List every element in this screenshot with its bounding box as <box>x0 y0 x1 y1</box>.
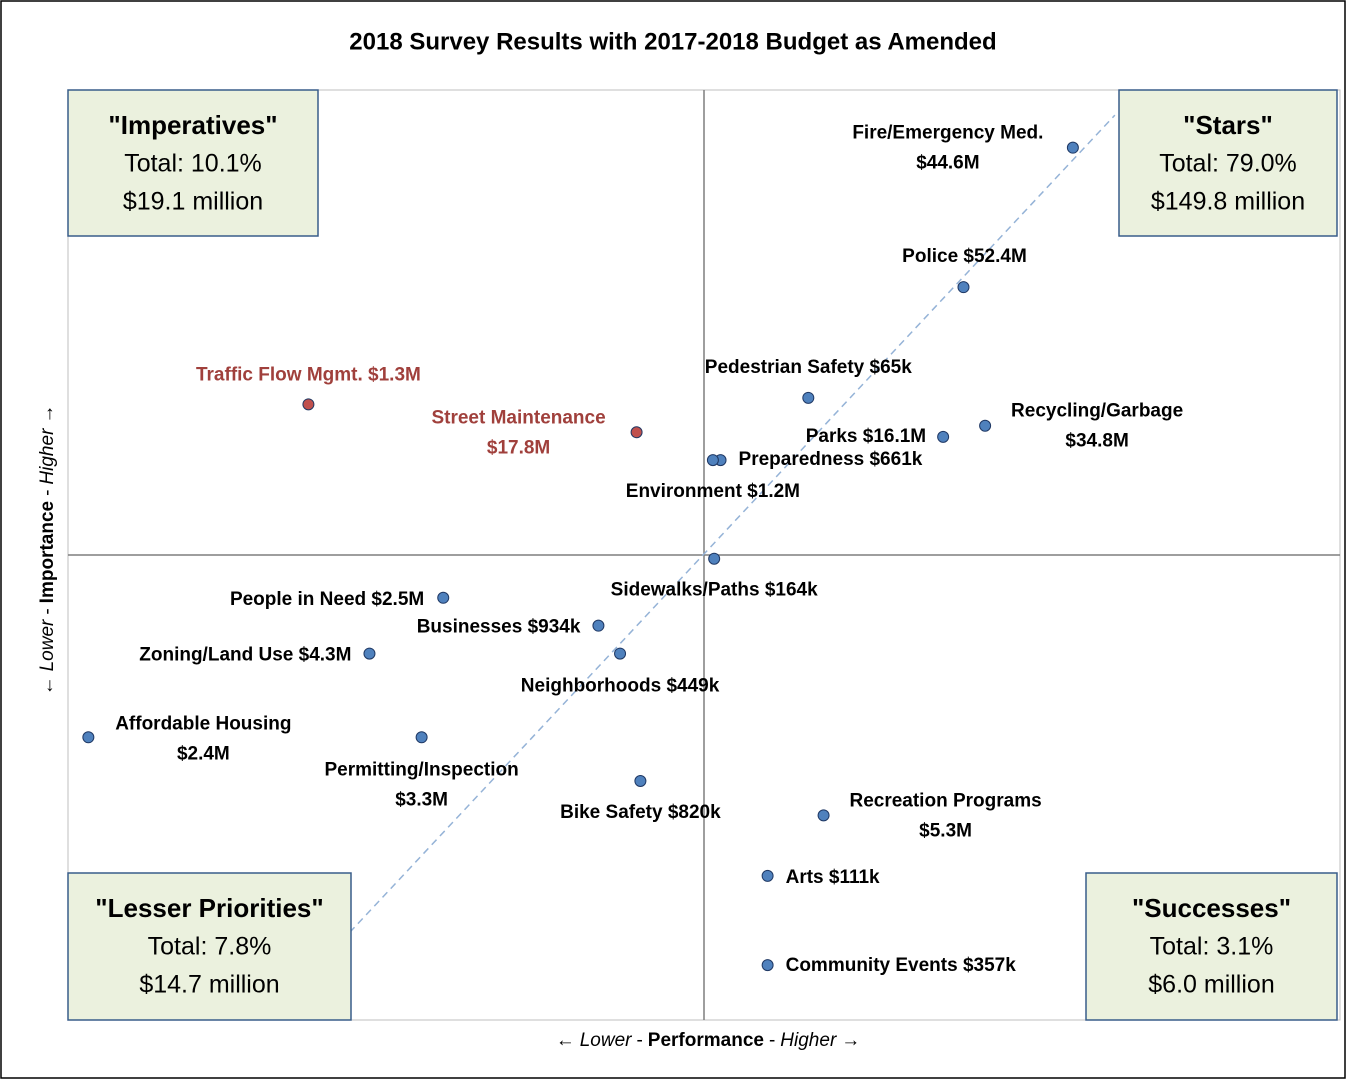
point <box>957 281 970 294</box>
quadrant-line: $149.8 million <box>1151 188 1305 216</box>
ylabel-part: - <box>37 490 58 496</box>
point <box>630 426 643 439</box>
quadrant-line: $14.7 million <box>139 971 279 999</box>
quadrant-box <box>1118 89 1338 237</box>
quadrant-title: "Stars" <box>1183 110 1273 140</box>
xlabel-part: Lower <box>580 1030 632 1051</box>
point-label: $3.3M <box>395 789 448 810</box>
point <box>592 619 605 632</box>
point-label: Community Events $357k <box>786 955 1017 976</box>
point <box>761 869 774 882</box>
point <box>708 552 721 565</box>
point <box>979 419 992 432</box>
point <box>82 731 95 744</box>
point-label: Affordable Housing <box>115 713 291 734</box>
point-label: $17.8M <box>487 437 550 458</box>
point <box>706 454 719 467</box>
trend-line <box>267 114 1116 1021</box>
quadrant-line: $19.1 million <box>123 188 263 216</box>
point-label: $2.4M <box>177 743 230 764</box>
point-label: Fire/Emergency Med. <box>852 123 1043 144</box>
point <box>802 391 815 404</box>
ylabel-part: Higher <box>37 428 58 485</box>
point <box>634 774 647 787</box>
point-label: Sidewalks/Paths $164k <box>611 580 818 601</box>
point-label: Zoning/Land Use $4.3M <box>139 645 351 666</box>
point-label: $44.6M <box>916 153 979 174</box>
point-label: $34.8M <box>1065 431 1128 452</box>
point-label: Parks $16.1M <box>806 426 926 447</box>
quadrant-box <box>67 872 352 1021</box>
xlabel-part: - <box>769 1030 775 1051</box>
point-label: Bike Safety $820k <box>560 802 721 823</box>
point <box>302 398 315 411</box>
quadrant-box <box>1085 872 1338 1021</box>
xlabel-part: ← <box>556 1030 575 1051</box>
quadrant-title: "Imperatives" <box>108 110 277 140</box>
point-label: Street Maintenance <box>431 407 605 428</box>
quadrant-line: Total: 79.0% <box>1159 150 1297 178</box>
point <box>614 647 627 660</box>
xlabel-label: ← Lower - Performance - Higher → <box>556 1030 861 1051</box>
xlabel-part: → <box>841 1030 860 1051</box>
xlabel-part: Performance <box>648 1030 764 1051</box>
point-label: Police $52.4M <box>902 246 1027 267</box>
point-label: Environment $1.2M <box>626 481 800 502</box>
quadrant-line: Total: 10.1% <box>124 150 262 178</box>
point-label: Neighborhoods $449k <box>521 676 720 697</box>
point-label: Preparedness $661k <box>739 449 923 470</box>
quadrant-line: $6.0 million <box>1148 971 1274 999</box>
point-label: Pedestrian Safety $65k <box>705 357 912 378</box>
point <box>437 591 450 604</box>
point-label: Traffic Flow Mgmt. $1.3M <box>196 364 421 385</box>
xlabel-part: - <box>636 1030 642 1051</box>
quadrant-title: "Lesser Priorities" <box>95 893 323 923</box>
quadrant-box <box>67 89 319 237</box>
ylabel-part: - <box>37 608 58 614</box>
xlabel-part: Higher <box>780 1030 837 1051</box>
point <box>415 731 428 744</box>
point-label: Arts $111k <box>786 867 880 888</box>
point-label: People in Need $2.5M <box>230 589 424 610</box>
point-label: Recreation Programs <box>849 790 1041 811</box>
quadrant-line: Total: 7.8% <box>148 933 272 961</box>
point <box>937 430 950 443</box>
point <box>363 647 376 660</box>
quadrant-line: Total: 3.1% <box>1150 933 1274 961</box>
ylabel-part: ← <box>37 676 58 695</box>
ylabel-part: Importance <box>37 501 58 603</box>
quadrant-title: "Successes" <box>1132 893 1291 923</box>
point-label: Recycling/Garbage <box>1011 401 1183 422</box>
point-label: Businesses $934k <box>417 617 581 638</box>
ylabel-part: → <box>37 405 58 424</box>
point <box>761 959 774 972</box>
ylabel-label: ← Lower - Importance - Higher → <box>37 405 58 696</box>
ylabel-part: Lower <box>37 619 58 671</box>
point-label: Permitting/Inspection <box>324 759 518 780</box>
chart-title: 2018 Survey Results with 2017-2018 Budge… <box>349 28 996 55</box>
point-label: $5.3M <box>919 820 972 841</box>
point <box>1066 141 1079 154</box>
point <box>817 809 830 822</box>
